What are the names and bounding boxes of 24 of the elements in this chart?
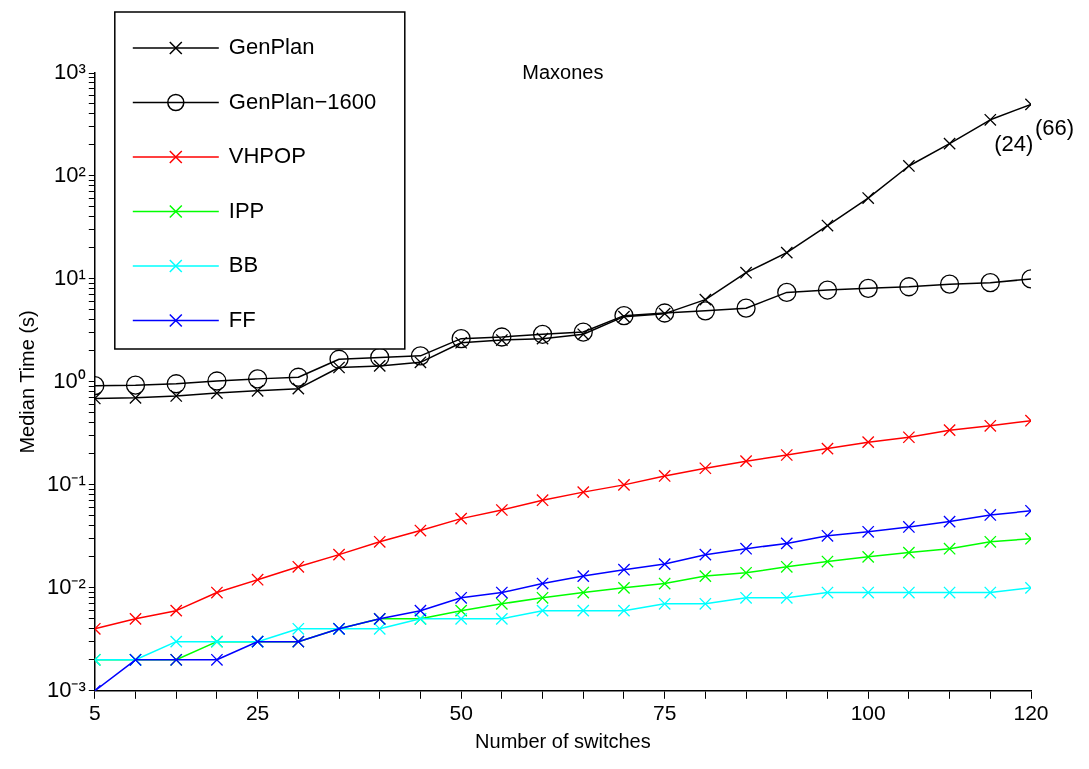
y-tick-label: 10⁻³ [47,676,86,702]
chart-title: Maxones [522,60,604,83]
legend-label: BB [228,252,259,278]
x-tick-label: 120 [1013,701,1049,725]
y-tick-label: 10⁻¹ [47,470,86,496]
y-axis-title: Median Time (s) [15,310,38,454]
legend-label: IPP [228,197,265,223]
y-tick-label: 10¹ [54,265,86,290]
x-tick-label: 50 [449,701,473,725]
x-tick-label: 5 [88,701,101,725]
legend-label: VHPOP [228,143,306,169]
legend-label: FF [228,306,256,332]
x-tick-label: 75 [652,701,677,725]
legend-label: GenPlan−1600 [228,88,377,114]
annotation: (66) [1035,115,1075,141]
y-tick-label: 10⁻² [47,573,86,599]
y-tick-label: 10⁰ [53,367,86,393]
y-tick-label: 10² [54,162,86,188]
legend-label: GenPlan [228,34,315,60]
x-tick-label: 25 [245,701,270,725]
x-axis-title: Number of switches [475,729,651,752]
x-tick-label: 100 [850,701,886,725]
annotation: (24) [994,130,1034,156]
y-tick-label: 10³ [54,59,86,85]
